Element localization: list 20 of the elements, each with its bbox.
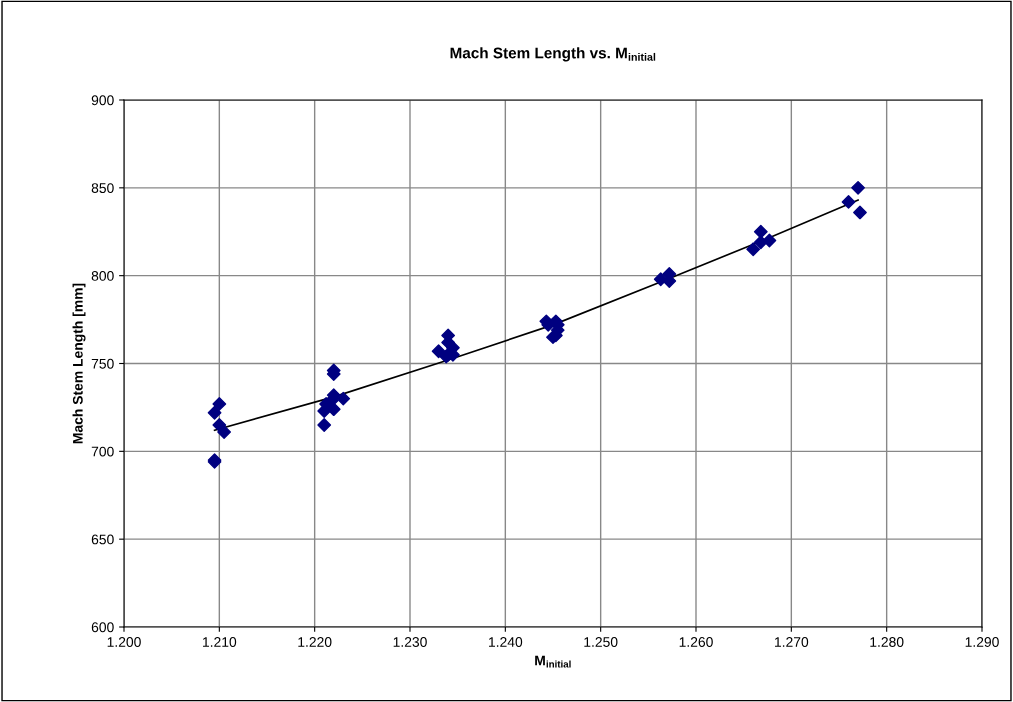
x-tick-label: 1.290 [965, 637, 999, 647]
x-axis-title: M$_{initial}$ [535, 655, 571, 668]
y-tick-label: 800 [91, 271, 114, 281]
x-tick-label: 1.220 [298, 637, 332, 647]
y-tick-label: 750 [91, 358, 114, 369]
y-tick-label: 900 [91, 95, 114, 106]
x-tick-label: 1.250 [584, 637, 618, 647]
x-tick-label: 1.200 [107, 637, 141, 647]
x-tick-label: 1.230 [393, 637, 427, 647]
chart-title: Mach Stem Length vs. M$_{initial}$ [450, 47, 656, 62]
x-tick-label: 1.240 [489, 637, 523, 647]
x-tick-label: 1.210 [203, 637, 237, 647]
y-axis-title: Mach Stem Length [mm] [72, 283, 86, 444]
y-tick-label: 850 [91, 183, 114, 193]
y-tick-label: 700 [91, 446, 114, 457]
x-tick-label: 1.270 [775, 637, 809, 647]
x-tick-label: 1.280 [870, 637, 904, 647]
y-tick-label: 600 [91, 622, 114, 633]
x-tick-label: 1.260 [679, 637, 713, 647]
y-tick-label: 650 [91, 534, 114, 545]
